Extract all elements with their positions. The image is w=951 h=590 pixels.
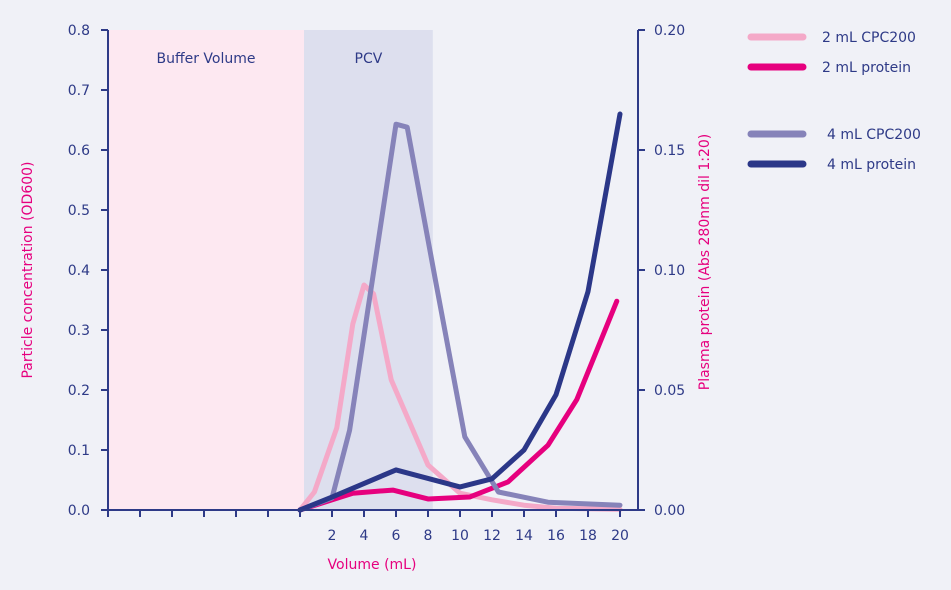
- left-tick-label: 0.4: [68, 263, 90, 279]
- series-line-0: [297, 282, 623, 513]
- left-tick-label: 0.5: [68, 203, 90, 219]
- region-1: [304, 30, 433, 510]
- left-tick-label: 0.6: [68, 143, 90, 159]
- x-axis-title: Volume (mL): [328, 557, 417, 573]
- x-tick-label: 18: [579, 528, 597, 544]
- right-tick-label: 0.05: [654, 383, 685, 399]
- x-tick-label: 10: [451, 528, 469, 544]
- x-tick-label: 8: [424, 528, 433, 544]
- series-line-2: [297, 121, 623, 513]
- right-axis-title: Plasma protein (Abs 280nm dil 1:20): [697, 134, 713, 390]
- left-tick-label: 0.0: [68, 503, 90, 519]
- legend: 2 mL CPC200 2 mL protein 4 mL CPC200 4 mL p…: [747, 30, 921, 173]
- x-tick-label: 16: [547, 528, 565, 544]
- x-tick-label: 14: [515, 528, 533, 544]
- series-line-3: [297, 111, 623, 513]
- x-tick-label: 4: [360, 528, 369, 544]
- region-0: [108, 30, 304, 510]
- x-tick-label: 12: [483, 528, 501, 544]
- right-tick-label: 0.20: [654, 23, 685, 39]
- x-tick-label: 6: [392, 528, 401, 544]
- series-line-1: [297, 298, 620, 513]
- right-tick-label: 0.15: [654, 143, 685, 159]
- left-tick-label: 0.8: [68, 23, 90, 39]
- series-lines: [297, 111, 623, 513]
- legend-label: 4 mL protein: [827, 157, 916, 173]
- region-label: Buffer Volume: [156, 51, 255, 67]
- region-label: PCV: [355, 51, 383, 67]
- legend-label: 2 mL protein: [822, 60, 911, 76]
- left-axis-title: Particle concentration (OD600): [20, 161, 36, 378]
- left-tick-label: 0.2: [68, 383, 90, 399]
- left-tick-label: 0.1: [68, 443, 90, 459]
- right-tick-label: 0.00: [654, 503, 685, 519]
- x-tick-label: 20: [611, 528, 629, 544]
- legend-label: 2 mL CPC200: [822, 30, 916, 46]
- shaded-regions: Buffer Volume PCV: [108, 30, 433, 510]
- left-tick-label: 0.3: [68, 323, 90, 339]
- axes: 0.0 0.1 0.2 0.3 0.4 0.5 0.6 0.7 0.8 0.00 0.05 0.10 0…: [68, 23, 685, 544]
- x-tick-label: 2: [328, 528, 337, 544]
- right-tick-label: 0.10: [654, 263, 685, 279]
- left-tick-label: 0.7: [68, 83, 90, 99]
- legend-label: 4 mL CPC200: [827, 127, 921, 143]
